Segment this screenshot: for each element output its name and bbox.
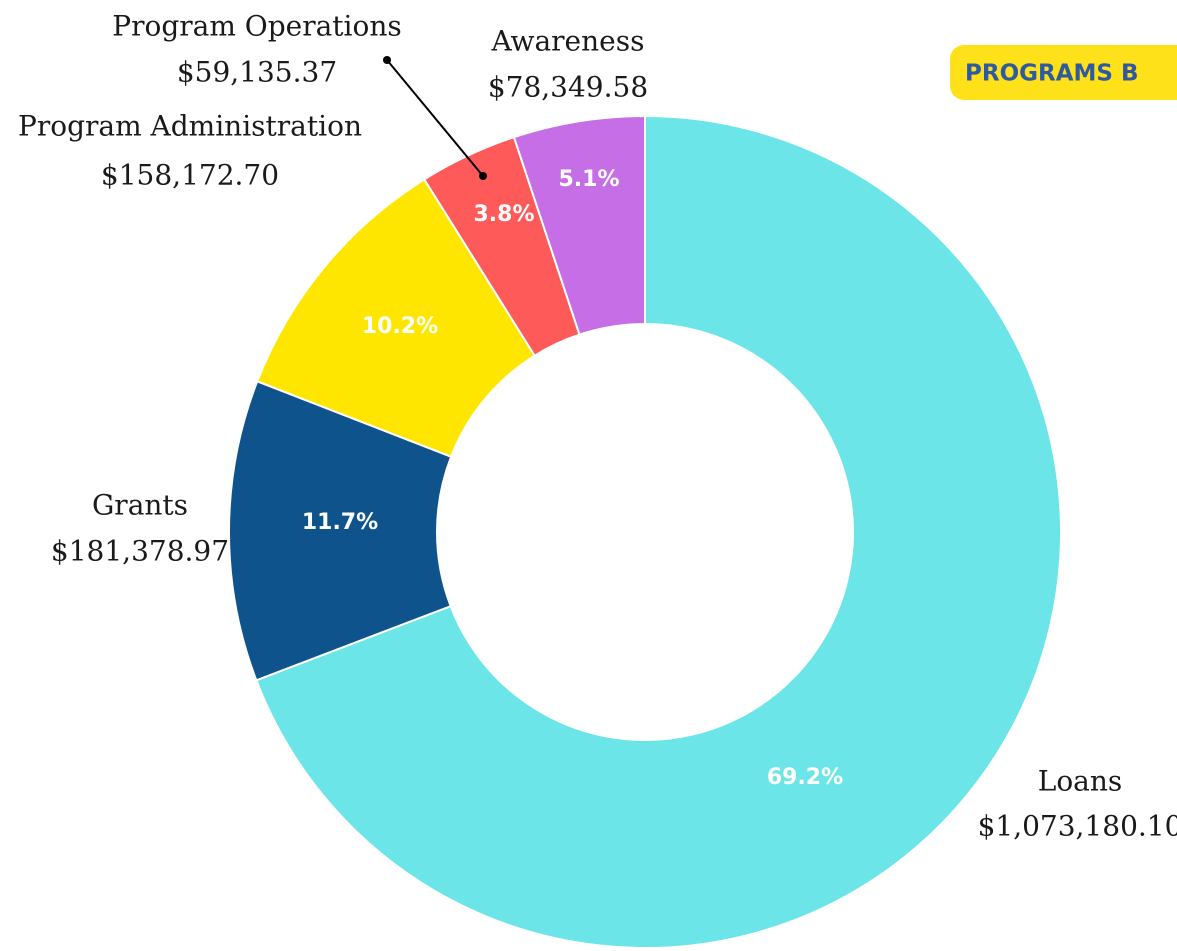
badge-title: PROGRAMS B — [965, 61, 1139, 87]
amount-label: $181,378.97 — [51, 535, 229, 568]
wedge — [228, 379, 453, 682]
amount-label: $78,349.58 — [488, 71, 648, 104]
category-label: Program Administration — [18, 110, 362, 143]
value-label: 5.1% — [558, 167, 619, 192]
amount-label: $158,172.70 — [101, 159, 279, 192]
value-label: 69.2% — [767, 765, 843, 790]
amount-label: $59,135.37 — [177, 56, 337, 89]
category-label: Program Operations — [112, 10, 402, 43]
category-label: Loans — [1038, 765, 1123, 798]
leader-dot — [383, 56, 391, 64]
wedge — [512, 114, 646, 336]
amount-label: $1,073,180.10 — [978, 810, 1177, 843]
category-label: Grants — [92, 489, 188, 522]
wedge — [255, 114, 1062, 949]
badge-bg — [950, 45, 1177, 100]
value-label: 11.7% — [302, 510, 378, 535]
leader-line — [386, 59, 484, 177]
leader-dot — [479, 172, 487, 180]
value-label: 3.8% — [473, 202, 534, 227]
category-label: Awareness — [491, 25, 645, 58]
value-label: 10.2% — [362, 314, 438, 339]
